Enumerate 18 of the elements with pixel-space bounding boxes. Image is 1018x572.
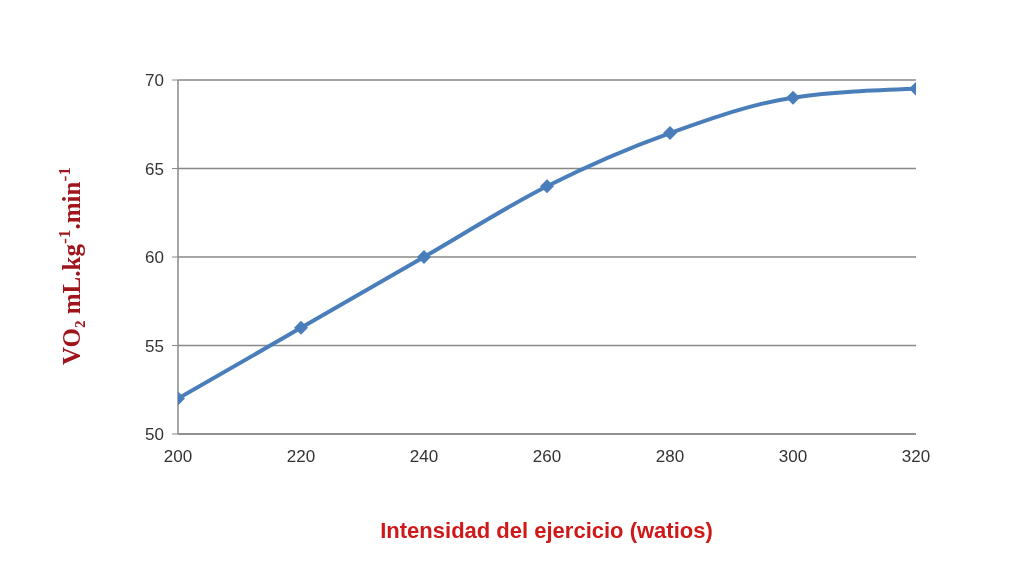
x-tick-label: 200 [163,447,193,467]
x-tick-label: 240 [409,447,439,467]
point [294,320,308,335]
x-tick-label: 260 [532,447,562,467]
y-tick-label: 60 [145,248,164,268]
point [540,179,554,194]
x-tick-label: 220 [286,447,316,467]
point [417,250,431,264]
point [786,90,800,105]
y-tick-label: 50 [145,425,164,445]
y-tick-label: 55 [145,336,164,356]
x-axis-title: Intensidad del ejercicio (watios) [380,518,713,543]
x-tick-label: 320 [901,447,931,467]
point [663,126,677,141]
x-tick-label: 280 [655,447,685,467]
y-tick-label: 65 [145,159,164,179]
x-tick-label: 300 [778,447,808,467]
y-tick-label: 70 [145,71,164,91]
